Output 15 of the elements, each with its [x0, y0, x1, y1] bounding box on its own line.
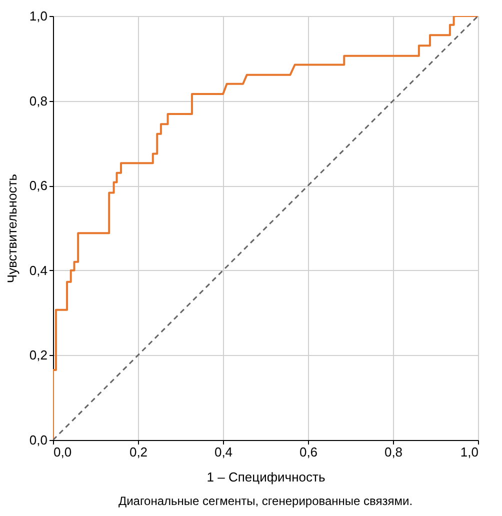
- text: Диагональные сегменты, сгенерированные связями.: [118, 494, 413, 508]
- y-tick-label: 0,6: [29, 178, 48, 194]
- y-tick-label: 0,4: [29, 262, 48, 278]
- x-tick-label: 0,0: [54, 444, 72, 460]
- y-axis-title: Чувствительность: [4, 174, 20, 284]
- y-tick-label: 0,8: [29, 93, 48, 108]
- x-tick-label: 0,6: [299, 444, 318, 460]
- x-tick-label: 0,2: [129, 444, 148, 460]
- y-tick-label: 0,2: [29, 348, 48, 363]
- y-tick-label: 1,0: [29, 8, 48, 24]
- x-tick-label: 0,4: [214, 444, 233, 460]
- x-axis-title: 1 – Специфичность: [206, 470, 326, 484]
- y-tick-label: 0,0: [29, 432, 48, 448]
- x-tick-label: 0,8: [384, 444, 403, 460]
- x-tick-label: 1,0: [460, 444, 478, 460]
